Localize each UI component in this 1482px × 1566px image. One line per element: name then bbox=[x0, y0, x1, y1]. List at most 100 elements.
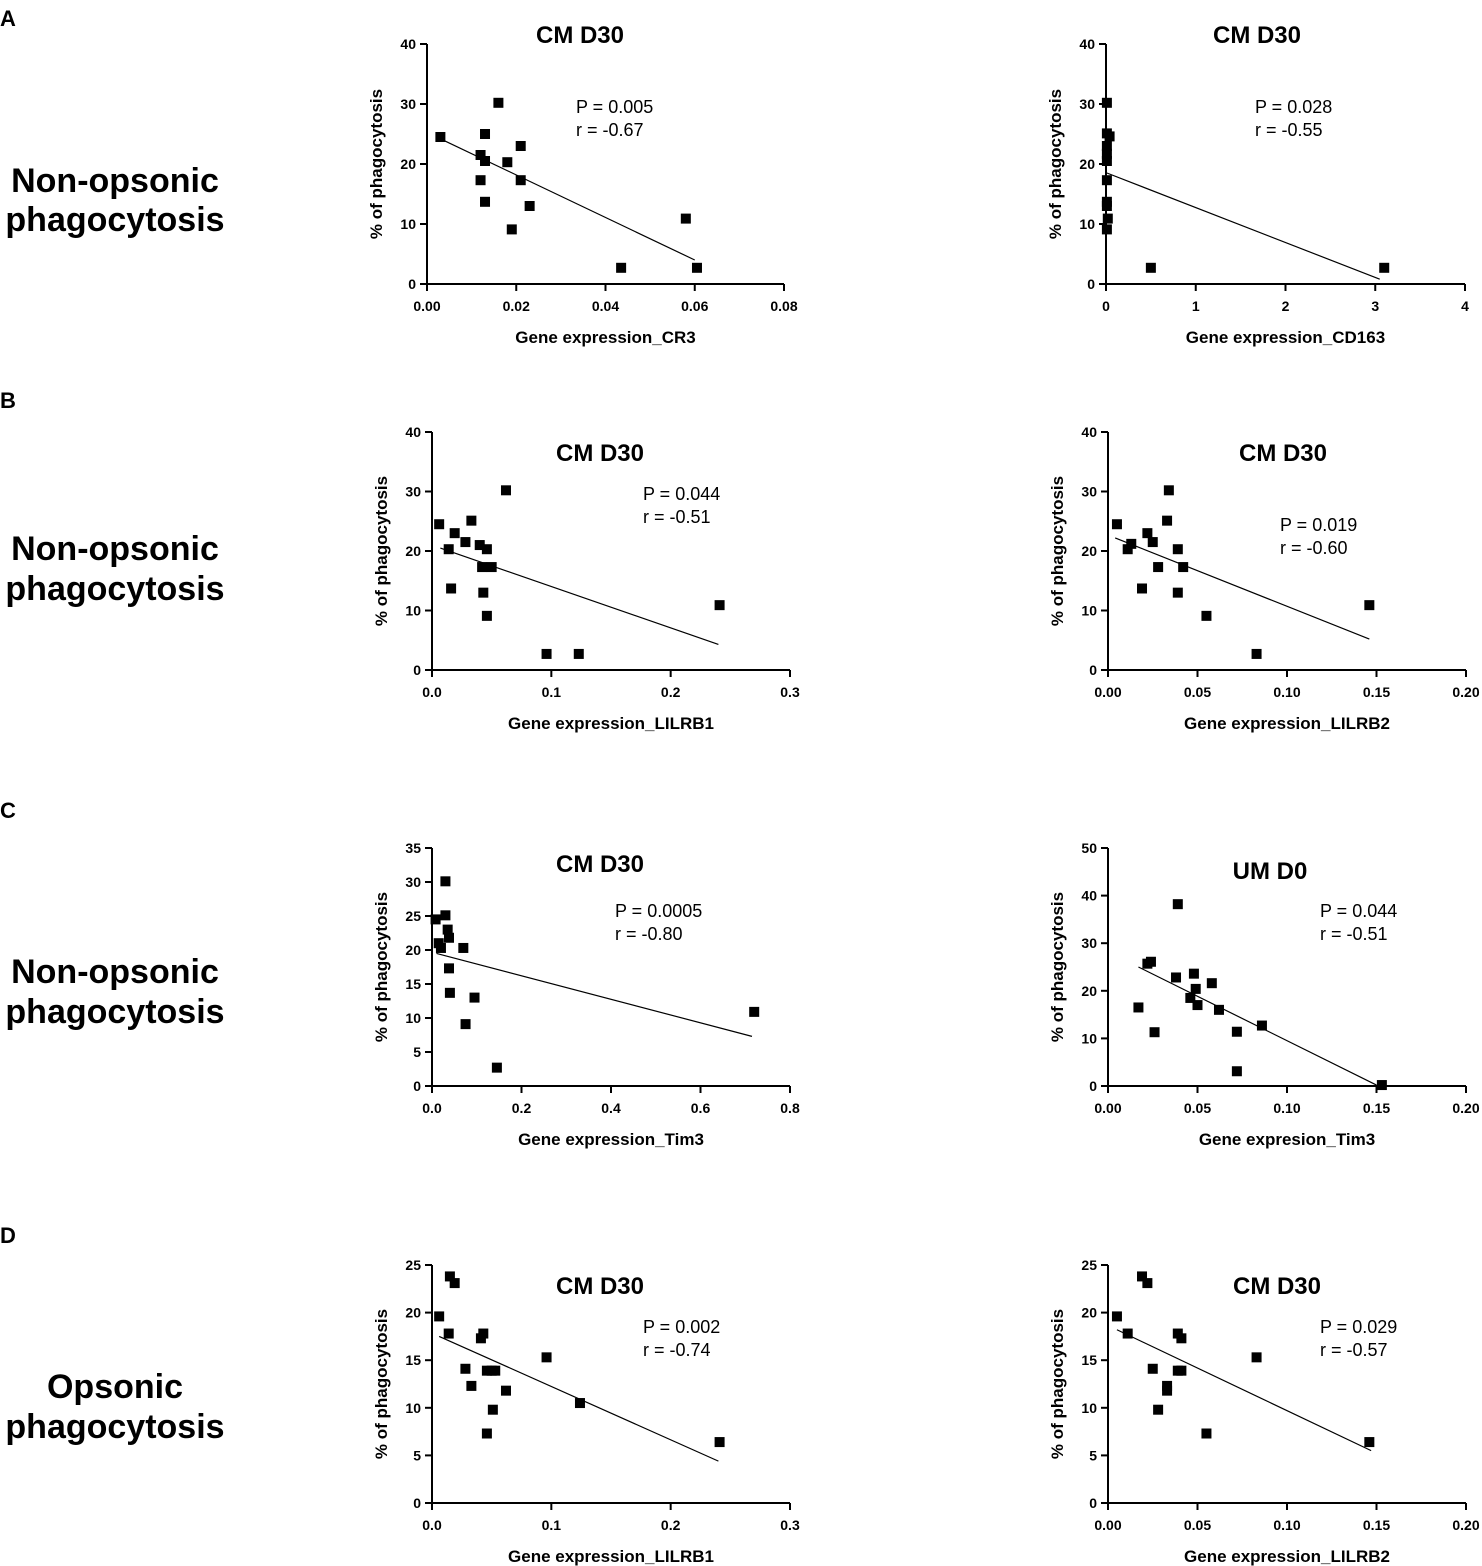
data-point bbox=[1142, 1278, 1153, 1289]
data-point bbox=[486, 562, 497, 573]
data-point bbox=[491, 1062, 502, 1073]
x-tick-label: 0.15 bbox=[1363, 1517, 1390, 1533]
data-point bbox=[1101, 148, 1112, 159]
data-point bbox=[541, 648, 552, 659]
y-tick-label: 20 bbox=[1081, 543, 1097, 559]
y-tick-label: 15 bbox=[405, 976, 421, 992]
x-axis-label: Gene expression_Tim3 bbox=[518, 1130, 704, 1149]
x-axis-label: Gene expresion_Tim3 bbox=[1199, 1130, 1375, 1149]
x-axis-label: Gene expression_LILRB2 bbox=[1184, 714, 1390, 733]
data-point bbox=[481, 610, 492, 621]
data-point bbox=[1201, 610, 1212, 621]
r-value-label: r = -0.80 bbox=[615, 924, 683, 944]
data-point bbox=[714, 600, 725, 611]
x-tick-label: 0.05 bbox=[1184, 1100, 1211, 1116]
x-tick-label: 0.00 bbox=[1094, 1517, 1121, 1533]
chart-title: CM D30 bbox=[1233, 1273, 1321, 1300]
data-point bbox=[616, 262, 627, 273]
chart-5: 0 5 10 15 20 25 30 35 0.0 0.2 0.4 0.6 0.8 Gene expres… bbox=[372, 840, 800, 1149]
x-tick-label: 4 bbox=[1461, 298, 1469, 314]
data-point bbox=[1251, 648, 1262, 659]
data-point bbox=[444, 1271, 455, 1282]
data-point bbox=[1231, 1066, 1242, 1077]
data-point bbox=[573, 648, 584, 659]
data-point bbox=[487, 1404, 498, 1415]
y-axis-label: % of phagocytosis bbox=[1048, 1309, 1067, 1459]
y-tick-label: 0 bbox=[413, 1078, 421, 1094]
data-point bbox=[1137, 583, 1148, 594]
data-point bbox=[1111, 519, 1122, 530]
x-tick-label: 0.15 bbox=[1363, 684, 1390, 700]
data-point bbox=[449, 1278, 460, 1289]
y-tick-label: 20 bbox=[1081, 1305, 1097, 1321]
x-axis-label: Gene expression_CR3 bbox=[515, 328, 695, 347]
r-value-label: r = -0.57 bbox=[1320, 1340, 1388, 1360]
data-point bbox=[493, 97, 504, 108]
data-point bbox=[443, 1328, 454, 1339]
x-axis-label: Gene expression_LILRB2 bbox=[1184, 1547, 1390, 1566]
y-tick-label: 50 bbox=[1081, 840, 1097, 856]
data-point bbox=[478, 1328, 489, 1339]
x-tick-label: 0.3 bbox=[780, 684, 800, 700]
r-value-label: r = -0.51 bbox=[1320, 924, 1388, 944]
data-point bbox=[458, 942, 469, 953]
y-tick-label: 10 bbox=[1081, 1400, 1097, 1416]
y-tick-label: 20 bbox=[405, 942, 421, 958]
x-tick-label: 0.10 bbox=[1273, 1517, 1300, 1533]
data-point bbox=[1171, 972, 1182, 983]
x-tick-label: 0.1 bbox=[542, 1517, 562, 1533]
row-label-c-line2: phagocytosis bbox=[5, 993, 224, 1031]
y-axis-label: % of phagocytosis bbox=[1046, 89, 1065, 239]
data-point bbox=[480, 196, 491, 207]
r-value-label: r = -0.67 bbox=[576, 120, 644, 140]
y-tick-label: 0 bbox=[408, 276, 416, 292]
regression-line bbox=[436, 952, 753, 1037]
x-tick-label: 0.2 bbox=[661, 1517, 681, 1533]
data-point bbox=[1231, 1026, 1242, 1037]
data-point bbox=[481, 1428, 492, 1439]
y-tick-label: 30 bbox=[1081, 484, 1097, 500]
chart-title: CM D30 bbox=[556, 851, 644, 878]
y-tick-label: 20 bbox=[405, 543, 421, 559]
data-point bbox=[1101, 141, 1112, 151]
y-tick-label: 25 bbox=[1081, 1257, 1097, 1273]
data-point bbox=[1153, 562, 1164, 573]
chart-title: CM D30 bbox=[556, 440, 644, 467]
y-tick-label: 10 bbox=[1081, 1030, 1097, 1046]
x-tick-label: 3 bbox=[1371, 298, 1379, 314]
row-label-a-line1: Non-opsonic bbox=[11, 162, 219, 200]
data-point bbox=[1147, 537, 1158, 548]
data-point bbox=[443, 544, 454, 555]
x-tick-label: 0.3 bbox=[780, 1517, 800, 1533]
x-tick-label: 0.15 bbox=[1363, 1100, 1390, 1116]
data-point bbox=[446, 583, 457, 594]
data-point bbox=[1176, 1365, 1187, 1376]
data-point bbox=[440, 910, 451, 921]
x-tick-label: 0.0 bbox=[422, 1517, 442, 1533]
y-tick-label: 0 bbox=[1089, 1078, 1097, 1094]
row-label-a-line2: phagocytosis bbox=[5, 201, 224, 239]
x-tick-label: 0.20 bbox=[1452, 1100, 1479, 1116]
chart-6: 0 10 20 30 40 50 0.00 0.05 0.10 0.15 0.20 Gene expr… bbox=[1048, 840, 1480, 1149]
y-tick-label: 5 bbox=[1089, 1447, 1097, 1463]
data-point bbox=[524, 201, 535, 211]
p-value-label: P = 0.002 bbox=[643, 1317, 720, 1337]
x-tick-label: 0.08 bbox=[770, 298, 797, 314]
p-value-label: P = 0.0005 bbox=[615, 901, 702, 921]
y-tick-label: 0 bbox=[1089, 662, 1097, 678]
data-point bbox=[475, 175, 486, 186]
data-point bbox=[434, 1311, 445, 1322]
data-point bbox=[1145, 262, 1156, 273]
chart-2: 0 10 20 30 40 0 1 2 3 4 Gene expression_CD163 % of … bbox=[1046, 22, 1469, 347]
data-point bbox=[1163, 485, 1174, 496]
data-point bbox=[460, 537, 471, 548]
y-tick-label: 15 bbox=[1081, 1352, 1097, 1368]
y-axis-label: % of phagocytosis bbox=[372, 1309, 391, 1459]
y-axis-label: % of phagocytosis bbox=[372, 476, 391, 626]
row-label-b-line2: phagocytosis bbox=[5, 570, 224, 608]
data-point bbox=[1147, 1363, 1158, 1374]
data-point bbox=[1104, 131, 1115, 142]
x-tick-label: 0.20 bbox=[1452, 1517, 1479, 1533]
panel-letter-a: A bbox=[0, 6, 16, 31]
